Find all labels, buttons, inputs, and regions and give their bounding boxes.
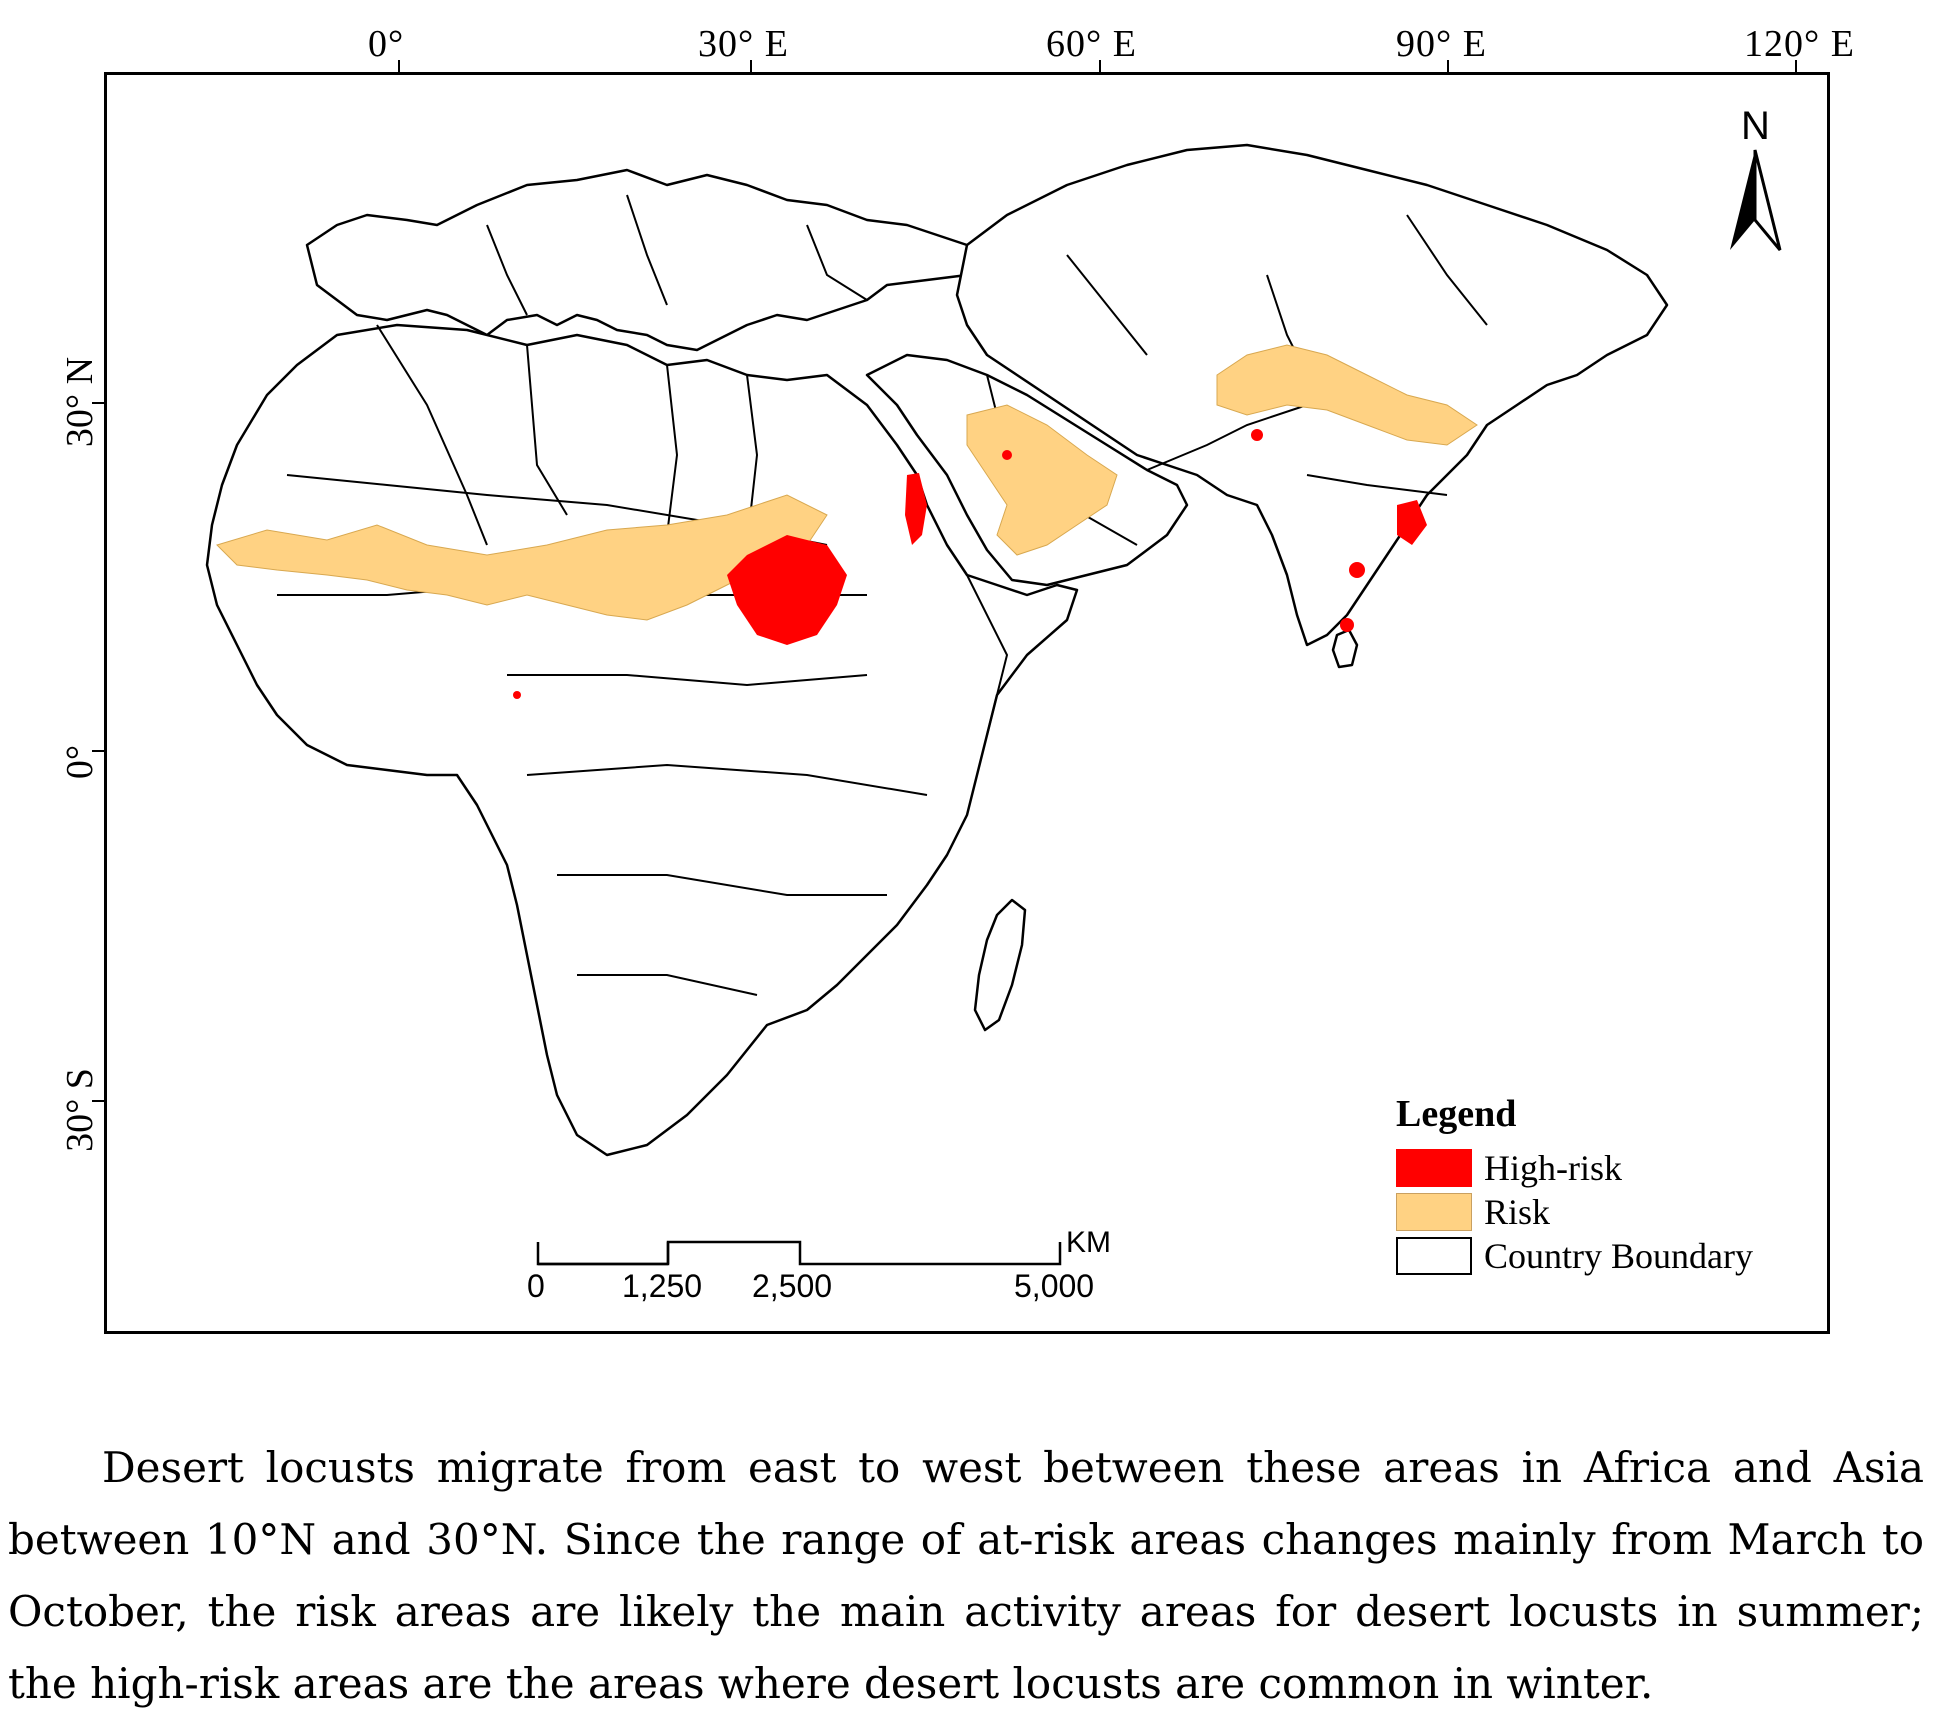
scale-label-1250: 1,250 bbox=[622, 1268, 703, 1304]
legend-item-country-boundary: Country Boundary bbox=[1396, 1234, 1816, 1278]
high-risk-spot bbox=[513, 691, 521, 699]
figure-caption: Desert locusts migrate from east to west… bbox=[8, 1432, 1924, 1720]
north-arrow-icon bbox=[1730, 149, 1782, 251]
landmass-africa bbox=[205, 323, 1079, 1157]
lat-tick bbox=[92, 402, 104, 404]
country-boundaries-layer bbox=[277, 194, 1488, 996]
high-risk-area-india bbox=[1397, 500, 1427, 545]
risk-area-arabia bbox=[966, 404, 1118, 556]
longitude-label-120e: 120° E bbox=[1744, 23, 1855, 65]
high-risk-spot bbox=[1340, 618, 1354, 632]
risk-area-indus bbox=[1216, 344, 1478, 446]
landmass-layer bbox=[205, 143, 1669, 1157]
landmass-madagascar bbox=[973, 898, 1027, 1032]
caption-text: Desert locusts migrate from east to west… bbox=[8, 1443, 1924, 1708]
lon-tick bbox=[398, 60, 400, 72]
high-risk-areas-layer bbox=[513, 429, 1427, 699]
scale-label-0: 0 bbox=[527, 1268, 545, 1304]
latitude-label-0: 0° bbox=[59, 744, 101, 780]
north-label: N bbox=[1741, 104, 1770, 148]
high-risk-spot bbox=[1349, 562, 1365, 578]
lon-tick bbox=[750, 60, 752, 72]
legend-label: Risk bbox=[1484, 1192, 1551, 1232]
legend-swatch-risk bbox=[1396, 1193, 1472, 1231]
legend-title: Legend bbox=[1396, 1093, 1517, 1135]
high-risk-area-sudan bbox=[727, 535, 847, 645]
high-risk-area-redsea bbox=[905, 473, 927, 545]
landmass-europe bbox=[305, 168, 989, 352]
scale-label-2500: 2,500 bbox=[752, 1268, 833, 1304]
longitude-label-0: 0° bbox=[368, 23, 405, 65]
risk-areas-layer bbox=[216, 344, 1478, 621]
scale-label-5000: 5,000 bbox=[1014, 1268, 1095, 1304]
scale-bar bbox=[536, 1240, 1062, 1266]
legend-item-risk: Risk bbox=[1396, 1190, 1816, 1234]
latitude-label-30s: 30° S bbox=[59, 1068, 101, 1152]
longitude-label-30e: 30° E bbox=[698, 23, 789, 65]
legend-swatch-boundary bbox=[1396, 1237, 1472, 1275]
lon-tick bbox=[1447, 60, 1449, 72]
high-risk-spot bbox=[1251, 429, 1263, 441]
map-canvas bbox=[205, 143, 1669, 1157]
longitude-label-60e: 60° E bbox=[1046, 23, 1137, 65]
legend-swatch-high-risk bbox=[1396, 1149, 1472, 1187]
legend-label: High-risk bbox=[1484, 1148, 1622, 1188]
map-frame bbox=[104, 72, 1830, 1334]
high-risk-spot bbox=[1002, 450, 1012, 460]
longitude-label-90e: 90° E bbox=[1396, 23, 1487, 65]
lon-tick bbox=[1795, 60, 1797, 72]
lon-tick bbox=[1099, 60, 1101, 72]
landmass-srilanka bbox=[1331, 628, 1359, 669]
lat-tick bbox=[92, 750, 104, 752]
legend-label: Country Boundary bbox=[1484, 1236, 1753, 1276]
legend-item-high-risk: High-risk bbox=[1396, 1146, 1816, 1190]
lat-tick bbox=[92, 1100, 104, 1102]
scale-unit: KM bbox=[1066, 1226, 1111, 1259]
map-legend: Legend High-risk Risk Country Boundary bbox=[1396, 1092, 1816, 1278]
